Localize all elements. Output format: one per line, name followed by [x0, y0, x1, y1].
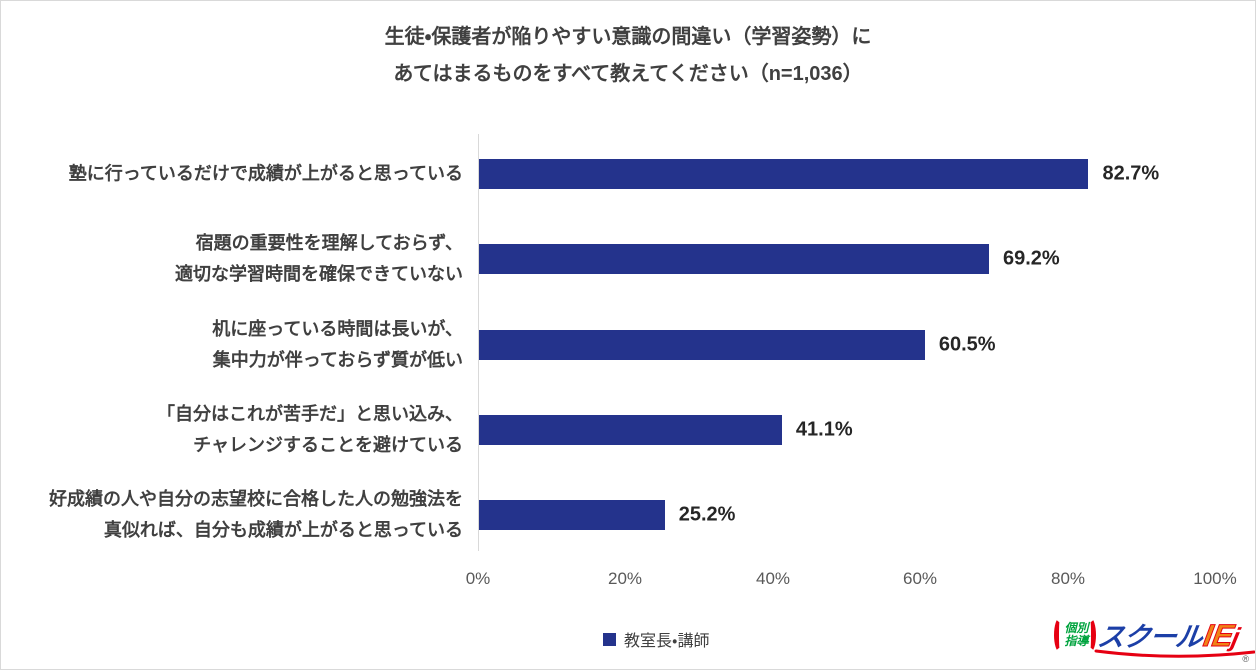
logo-left-bracket-icon: [1054, 618, 1065, 652]
category-label: 好成績の人や自分の志望校に合格した人の勉強法を 真似れば、自分も成績が上がると思…: [49, 489, 463, 540]
value-label: 25.2%: [678, 503, 736, 526]
y-axis-line: [478, 134, 479, 551]
value-label: 60.5%: [938, 333, 996, 356]
chart-title: 生徒・保護者が陥りやすい意識の間違い（学習姿勢）に あてはまるものをすべて教えて…: [1, 19, 1255, 93]
logo-badge-text: 個別 指導: [1064, 621, 1089, 648]
bar-row: 「自分はこれが苦手だ」と思い込み、 チャレンジすることを避けている 41.1%: [1, 404, 1255, 455]
x-axis-tick: 100%: [1193, 569, 1237, 588]
x-axis-tick: 0%: [465, 569, 491, 588]
school-ie-logo: 個別 指導 スクールIEj ®: [1054, 615, 1255, 664]
x-axis-tick: 80%: [1050, 569, 1086, 588]
chart-title-line2: あてはまるものをすべて教えてください（n=1,036）: [393, 63, 863, 85]
logo-wordmark: スクールIEj ®: [1094, 615, 1255, 664]
chart-title-line1: 生徒・保護者が陥りやすい意識の間違い（学習姿勢）に: [384, 26, 872, 48]
bar: [479, 330, 925, 360]
logo-registered-mark: ®: [1242, 653, 1249, 664]
value-label: 82.7%: [1102, 162, 1160, 185]
bar-row: 宿題の重要性を理解しておらず、 適切な学習時間を確保できていない 69.2%: [1, 233, 1255, 284]
category-label: 机に座っている時間は長いが、 集中力が伴っておらず質が低い: [212, 319, 463, 370]
value-label: 41.1%: [795, 418, 853, 441]
x-axis-tick: 20%: [607, 569, 643, 588]
category-label: 塾に行っているだけで成績が上がると思っている: [68, 163, 463, 184]
bar: [479, 159, 1089, 189]
x-axis: 0% 20% 40% 60% 80% 100%: [1, 569, 1255, 591]
legend-label: 教室長・講師: [624, 633, 710, 650]
bar: [479, 500, 665, 530]
category-label: 「自分はこれが苦手だ」と思い込み、 チャレンジすることを避けている: [157, 404, 463, 455]
bar: [479, 244, 989, 274]
legend-marker-swatch: [603, 632, 616, 646]
value-label: 69.2%: [1003, 247, 1060, 270]
legend: 教室長・講師: [603, 627, 709, 651]
bar-row: 塾に行っているだけで成績が上がると思っている 82.7%: [1, 159, 1255, 189]
bar-row: 机に座っている時間は長いが、 集中力が伴っておらず質が低い 60.5%: [1, 319, 1255, 370]
logo-swoosh-icon: [1094, 649, 1255, 658]
x-axis-tick: 40%: [755, 569, 791, 588]
bar-row: 好成績の人や自分の志望校に合格した人の勉強法を 真似れば、自分も成績が上がると思…: [1, 489, 1255, 540]
category-label: 宿題の重要性を理解しておらず、 適切な学習時間を確保できていない: [175, 233, 463, 284]
logo-badge: 個別 指導: [1054, 618, 1097, 652]
bar: [479, 415, 782, 445]
x-axis-tick: 60%: [902, 569, 938, 588]
